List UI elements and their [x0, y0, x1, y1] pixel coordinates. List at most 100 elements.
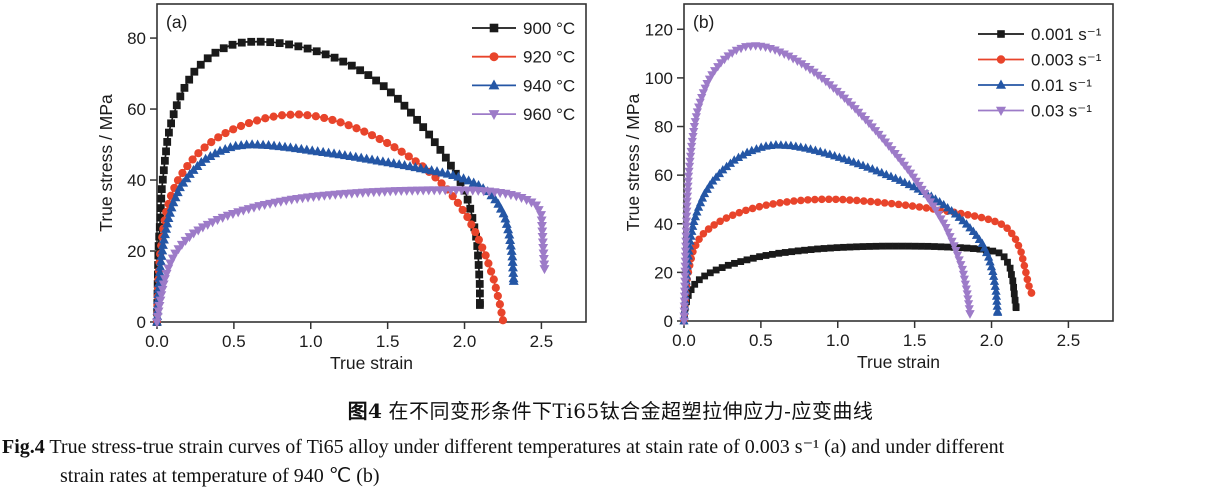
square-marker	[476, 301, 484, 309]
square-marker	[156, 213, 165, 222]
triangle-down-marker	[538, 254, 549, 265]
circle-marker	[214, 133, 223, 142]
triangle-down-marker	[153, 307, 164, 317]
circle-marker	[710, 221, 718, 229]
square-marker	[447, 161, 455, 170]
triangle-up-marker	[702, 184, 712, 193]
triangle-down-marker	[680, 252, 691, 262]
circle-marker	[991, 217, 999, 226]
square-marker	[807, 246, 815, 254]
triangle-down-marker	[538, 244, 549, 254]
triangle-down-marker	[687, 142, 697, 152]
triangle-up-marker	[161, 223, 172, 233]
triangle-down-marker	[687, 137, 697, 147]
caption-en-line1-text: True stress-true strain curves of Ti65 a…	[44, 436, 1005, 458]
square-marker	[957, 244, 964, 252]
triangle-up-marker	[163, 212, 174, 222]
circle-marker	[463, 212, 472, 222]
legend-triangle-down-marker	[488, 110, 500, 120]
triangle-up-marker	[200, 153, 211, 163]
square-marker	[386, 88, 395, 97]
circle-marker	[1017, 248, 1025, 256]
circle-marker	[286, 110, 295, 119]
square-marker	[970, 245, 977, 252]
square-marker	[190, 67, 199, 76]
square-marker	[219, 44, 228, 53]
circle-marker	[853, 196, 861, 205]
triangle-down-marker	[964, 305, 974, 314]
circle-marker	[825, 195, 833, 204]
triangle-up-marker	[504, 229, 515, 239]
legend-label: 900 °C	[523, 19, 575, 38]
series-line-0.03 s⁻¹	[683, 44, 971, 322]
triangle-up-marker	[154, 272, 165, 282]
square-marker	[701, 272, 709, 280]
triangle-up-marker	[155, 261, 166, 271]
triangle-down-marker	[212, 215, 223, 225]
square-marker	[474, 251, 482, 260]
triangle-down-marker	[538, 249, 549, 259]
square-marker	[321, 50, 330, 59]
circle-marker	[735, 208, 744, 217]
triangle-up-marker	[984, 252, 994, 261]
y-tick-label: 20	[127, 242, 146, 261]
triangle-down-marker	[680, 272, 690, 282]
circle-marker	[783, 198, 791, 206]
circle-marker	[769, 200, 777, 208]
triangle-up-marker	[503, 224, 514, 234]
triangle-down-marker	[959, 275, 969, 285]
square-marker	[737, 258, 745, 265]
square-marker	[312, 47, 321, 56]
triangle-down-marker	[681, 232, 691, 242]
panel-label: (b)	[693, 12, 714, 32]
triangle-down-marker	[680, 247, 691, 257]
circle-marker	[344, 121, 353, 130]
circle-marker	[471, 227, 480, 237]
circle-marker	[453, 198, 462, 207]
x-tick-label: 0.0	[672, 331, 696, 350]
triangle-down-marker	[963, 300, 974, 309]
circle-marker	[493, 291, 502, 301]
triangle-down-marker	[154, 302, 165, 312]
y-tick-label: 60	[654, 166, 673, 185]
x-axis-title: True strain	[330, 353, 413, 373]
triangle-up-marker	[986, 261, 997, 271]
square-marker	[162, 147, 170, 156]
circle-marker	[200, 143, 209, 152]
triangle-down-marker	[952, 251, 963, 261]
square-marker	[474, 261, 483, 269]
circle-marker	[467, 220, 476, 229]
triangle-down-marker	[679, 297, 689, 307]
triangle-down-marker	[679, 317, 689, 326]
square-marker	[441, 153, 450, 162]
square-marker	[944, 243, 951, 251]
square-marker	[820, 245, 828, 252]
triangle-down-marker	[792, 57, 803, 67]
x-tick-label: 0.5	[222, 332, 246, 351]
triangle-up-marker	[205, 150, 216, 160]
circle-marker	[207, 138, 216, 147]
square-marker	[379, 82, 388, 91]
legend-label: 920 °C	[523, 48, 575, 67]
circle-marker	[1023, 275, 1032, 284]
square-marker	[931, 243, 938, 250]
triangle-down-marker	[681, 217, 692, 227]
triangle-up-marker	[733, 152, 744, 162]
circle-marker	[748, 204, 757, 213]
circle-marker	[495, 300, 504, 309]
circle-marker	[977, 213, 986, 222]
triangle-down-marker	[680, 277, 690, 287]
triangle-down-marker	[689, 127, 699, 137]
y-axis-title: True stress / MPa	[96, 94, 116, 232]
triangle-down-marker	[681, 237, 691, 247]
circle-marker	[839, 195, 847, 204]
triangle-down-marker	[962, 290, 972, 299]
square-marker	[918, 242, 925, 250]
legend-circle-marker	[996, 55, 1006, 64]
panel-label: (a)	[166, 12, 187, 32]
triangle-down-marker	[797, 60, 807, 69]
square-marker	[266, 38, 275, 47]
circle-marker	[1025, 282, 1033, 290]
y-tick-label: 20	[654, 263, 673, 282]
triangle-up-marker	[463, 175, 474, 185]
